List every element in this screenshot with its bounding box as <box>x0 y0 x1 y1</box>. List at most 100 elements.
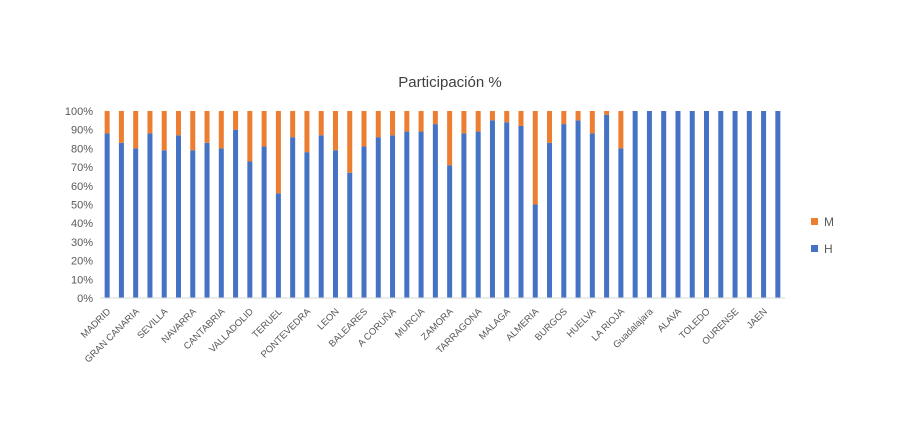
legend-label-h: H <box>824 242 833 256</box>
bar-segment-h <box>475 131 481 298</box>
bar-segment-h <box>133 148 139 298</box>
x-tick-label: PONTEVEDRA <box>259 306 314 361</box>
bar-segment-h <box>732 111 738 298</box>
y-tick-label: 70% <box>71 162 93 174</box>
bar-segment-m <box>447 111 453 166</box>
bar-segment-h <box>332 150 338 298</box>
bar-segment-h <box>547 142 553 298</box>
bar-segment-h <box>347 172 353 298</box>
bar-segment-h <box>375 137 381 298</box>
bar-segment-h <box>390 135 396 298</box>
bar-segment-m <box>475 111 481 132</box>
bar-segment-m <box>547 111 553 143</box>
y-tick-label: 100% <box>65 106 93 118</box>
bar-segment-h <box>489 120 495 298</box>
bar-segment-m <box>147 111 153 134</box>
bar-segment-h <box>532 204 538 298</box>
bar-segment-m <box>261 111 267 147</box>
bar-segment-m <box>361 111 367 147</box>
bar-segment-m <box>118 111 124 143</box>
bar-segment-h <box>218 148 224 298</box>
bar-segment-h <box>275 193 281 298</box>
bar-segment-m <box>161 111 167 151</box>
bar-segment-m <box>418 111 424 132</box>
bar-segment-h <box>589 133 595 298</box>
bar-segment-m <box>133 111 139 149</box>
bar-segment-h <box>404 131 410 298</box>
legend: MH <box>811 215 834 256</box>
x-tick-label: JAEN <box>745 306 770 331</box>
y-tick-label: 90% <box>71 125 93 137</box>
bar-segment-m <box>375 111 381 138</box>
y-tick-label: 40% <box>71 218 93 230</box>
bar-segment-h <box>175 135 181 298</box>
y-axis: 0% 10% 20% 30% 40% 50% 60% 70% 80% 90% 100% <box>65 106 93 305</box>
legend-swatch-m <box>811 218 818 225</box>
bar-segment-h <box>746 111 752 298</box>
y-tick-label: 60% <box>71 181 93 193</box>
bar-segment-h <box>190 150 196 298</box>
bar-segment-m <box>489 111 495 121</box>
bar-segment-m <box>104 111 110 134</box>
bar-segment-m <box>275 111 281 194</box>
bar-segment-h <box>304 152 310 298</box>
bar-segment-m <box>618 111 624 149</box>
bar-segment-h <box>775 111 781 298</box>
bar-segment-m <box>175 111 181 136</box>
bar-segment-h <box>761 111 767 298</box>
bar-segment-m <box>518 111 524 126</box>
bar-segment-h <box>518 125 524 299</box>
bar-segment-h <box>204 142 210 298</box>
bar-segment-m <box>218 111 224 149</box>
bar-segment-h <box>704 111 710 298</box>
bar-segment-m <box>390 111 396 136</box>
bar-segment-m <box>589 111 595 134</box>
bar-segment-h <box>247 161 253 298</box>
bar-segment-h <box>461 133 467 298</box>
bar-segment-m <box>190 111 196 151</box>
y-tick-label: 20% <box>71 256 93 268</box>
bar-segment-h <box>147 133 153 298</box>
y-tick-label: 50% <box>71 200 93 212</box>
bar-segment-h <box>689 111 695 298</box>
bar-segment-h <box>661 111 667 298</box>
bar-segment-m <box>347 111 353 173</box>
legend-swatch-h <box>811 245 818 252</box>
bar-segment-h <box>447 165 453 298</box>
bar-segment-h <box>646 111 652 298</box>
bar-segment-h <box>618 148 624 298</box>
bar-segment-m <box>290 111 296 138</box>
bar-segment-m <box>318 111 324 136</box>
bars-group <box>104 111 781 299</box>
y-tick-label: 30% <box>71 237 93 249</box>
bar-segment-h <box>290 137 296 298</box>
bar-segment-h <box>161 150 167 298</box>
bar-segment-h <box>561 124 567 298</box>
bar-segment-h <box>575 120 581 298</box>
bar-segment-m <box>204 111 210 143</box>
bar-segment-h <box>261 146 267 298</box>
bar-segment-m <box>404 111 410 132</box>
bar-segment-m <box>432 111 438 125</box>
bar-segment-h <box>718 111 724 298</box>
bar-segment-m <box>575 111 581 121</box>
bar-segment-h <box>418 131 424 298</box>
bar-segment-h <box>318 135 324 298</box>
bar-segment-m <box>233 111 239 130</box>
bar-segment-h <box>118 142 124 298</box>
bar-segment-m <box>561 111 567 125</box>
bar-segment-m <box>461 111 467 134</box>
bar-segment-m <box>532 111 538 205</box>
bar-segment-h <box>504 122 510 298</box>
bar-segment-h <box>675 111 681 298</box>
y-tick-label: 80% <box>71 143 93 155</box>
y-tick-label: 0% <box>77 293 93 305</box>
bar-segment-h <box>104 133 110 298</box>
bar-segment-h <box>233 129 239 298</box>
x-tick-label: LEON <box>316 306 342 332</box>
bar-segment-h <box>432 124 438 298</box>
chart-title: Participación % <box>398 74 501 91</box>
y-tick-label: 10% <box>71 274 93 286</box>
bar-segment-h <box>361 146 367 298</box>
